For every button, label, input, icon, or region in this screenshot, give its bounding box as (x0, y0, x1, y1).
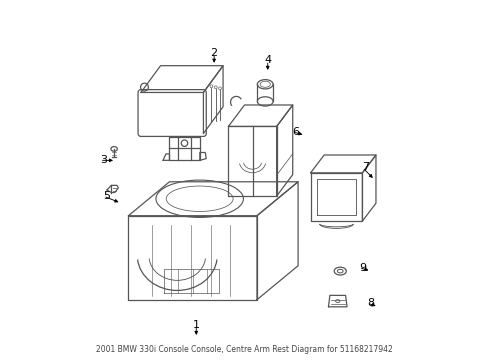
Text: 8: 8 (367, 298, 374, 308)
Text: 6: 6 (292, 127, 299, 137)
Text: 7: 7 (362, 162, 369, 172)
Text: 4: 4 (264, 55, 271, 65)
Text: 2001 BMW 330i Console Console, Centre Arm Rest Diagram for 51168217942: 2001 BMW 330i Console Console, Centre Ar… (96, 345, 392, 354)
Text: 1: 1 (192, 320, 200, 330)
Text: 2: 2 (210, 48, 217, 58)
Text: 9: 9 (358, 262, 365, 273)
Text: 3: 3 (100, 156, 106, 165)
Text: 5: 5 (103, 191, 110, 201)
